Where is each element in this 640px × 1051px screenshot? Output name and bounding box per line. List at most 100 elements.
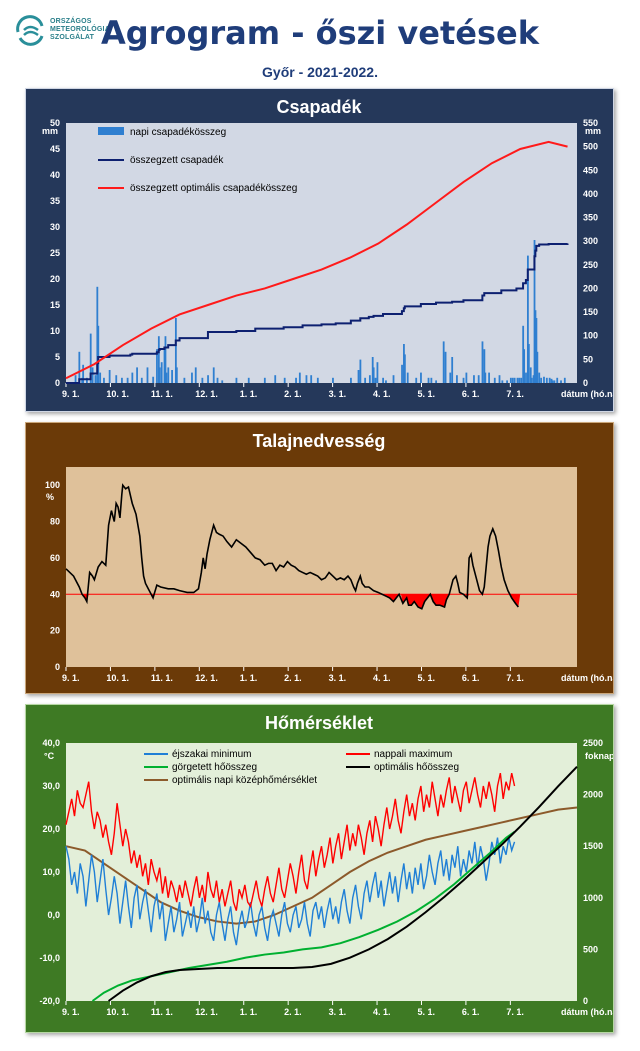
y-tick-label: 0 bbox=[55, 662, 60, 672]
legend-label-cumulative: összegzett csapadék bbox=[130, 155, 224, 166]
y-tick-label: 20,0 bbox=[42, 824, 60, 834]
temperature-chart: Hőmérséklet 9. 1. 10. 1. 11. 1. 12. 1. 1. 1. 2… bbox=[39, 713, 613, 1017]
x-tick-label: 2. 1. bbox=[284, 673, 302, 683]
rain-bar bbox=[550, 378, 553, 383]
y-axis-unit: % bbox=[46, 492, 54, 502]
rain-bar bbox=[191, 372, 193, 383]
x-tick-label: 1. 1. bbox=[240, 389, 258, 399]
x-axis-label: dátum (hó.nap) bbox=[561, 389, 613, 399]
y-tick-label: 35 bbox=[50, 196, 60, 206]
rain-bar bbox=[427, 377, 430, 383]
rain-bar bbox=[86, 377, 88, 383]
rain-bar bbox=[163, 346, 166, 383]
page-subtitle: Győr - 2021-2022. bbox=[262, 64, 378, 80]
x-tick-label: 6. 1. bbox=[462, 673, 480, 683]
y-tick-label: -20,0 bbox=[39, 996, 60, 1006]
rain-bar bbox=[374, 377, 377, 383]
x-tick-label: 3. 1. bbox=[329, 1007, 347, 1017]
x-tick-label: 3. 1. bbox=[329, 389, 347, 399]
rain-bar bbox=[115, 375, 118, 383]
rain-bar bbox=[511, 377, 514, 383]
x-tick-label: 5. 1. bbox=[417, 1007, 435, 1017]
x-tick-label: 6. 1. bbox=[462, 1007, 480, 1017]
y2-tick-label: 1000 bbox=[583, 893, 603, 903]
page-title: Agrogram - őszi vetések bbox=[101, 14, 539, 52]
y2-axis-unit: foknap bbox=[585, 751, 613, 761]
rain-bar bbox=[183, 377, 186, 383]
chart-title: Csapadék bbox=[276, 97, 362, 117]
rain-bar bbox=[74, 375, 77, 383]
rain-bar bbox=[158, 367, 161, 383]
rain-bar bbox=[543, 376, 545, 383]
legend-label-tmin-line: éjszakai minimum bbox=[172, 749, 251, 760]
rain-bar bbox=[108, 370, 111, 383]
rain-bar bbox=[509, 377, 512, 383]
rain-bar bbox=[526, 255, 529, 383]
rain-bar bbox=[126, 377, 129, 383]
precipitation-chart: Csapadék 9. 1. 10. 1. 11. 1. 12. 1. 1. 1. 2. 1… bbox=[42, 97, 613, 399]
y-tick-label: 30 bbox=[50, 222, 60, 232]
rain-bar bbox=[201, 377, 204, 383]
chart-title: Hőmérséklet bbox=[265, 713, 373, 733]
y-tick-label: 15 bbox=[50, 300, 60, 310]
rain-bar bbox=[556, 377, 559, 383]
rain-bar bbox=[430, 377, 433, 383]
rain-bar bbox=[103, 377, 105, 383]
rain-bar bbox=[171, 370, 173, 383]
plot-area bbox=[66, 123, 577, 383]
omsz-logo: ORSZÁGOS METEOROLÓGIAI SZOLGÁLAT bbox=[12, 14, 117, 54]
rain-bar bbox=[160, 362, 163, 383]
y-tick-label: 40 bbox=[50, 589, 60, 599]
rain-bar bbox=[91, 367, 94, 383]
y2-tick-label: 550 bbox=[583, 118, 598, 128]
legend-label-optimal-heat-sum-line: optimális hőösszeg bbox=[374, 762, 459, 773]
x-tick-label: 7. 1. bbox=[506, 673, 524, 683]
y2-tick-label: 500 bbox=[583, 944, 598, 954]
omsz-logo-icon bbox=[16, 15, 44, 46]
rain-bar bbox=[481, 341, 484, 383]
rain-bar bbox=[493, 377, 496, 383]
rain-bar bbox=[518, 377, 521, 383]
x-tick-label: 7. 1. bbox=[506, 389, 524, 399]
rain-bar bbox=[520, 377, 523, 383]
x-tick-label: 10. 1. bbox=[106, 673, 129, 683]
rain-bar bbox=[157, 336, 160, 383]
rain-bar bbox=[305, 375, 308, 383]
rain-bar bbox=[376, 362, 379, 383]
rain-bar bbox=[385, 380, 387, 383]
rain-bar bbox=[525, 372, 527, 383]
legend-label-daily: napi csapadékösszeg bbox=[130, 127, 226, 138]
y-tick-label: 50 bbox=[50, 118, 60, 128]
rain-bar bbox=[368, 375, 371, 383]
y2-tick-label: 2000 bbox=[583, 790, 603, 800]
rain-bar bbox=[247, 377, 250, 383]
rain-bar bbox=[295, 377, 297, 383]
temperature-panel: Hőmérséklet 9. 1. 10. 1. 11. 1. 12. 1. 1. 1. 2… bbox=[25, 704, 614, 1033]
logo-line-3: SZOLGÁLAT bbox=[50, 34, 95, 41]
rain-bar bbox=[415, 377, 418, 383]
x-tick-label: 6. 1. bbox=[462, 389, 480, 399]
rain-bar bbox=[449, 372, 452, 383]
legend-swatch-daily bbox=[98, 127, 124, 135]
rain-bar bbox=[462, 377, 465, 383]
x-axis-label: dátum (hó.nap) bbox=[561, 673, 613, 683]
y-tick-label: 30,0 bbox=[42, 781, 60, 791]
rain-bar bbox=[533, 240, 536, 383]
rain-bar bbox=[357, 370, 360, 383]
rain-bar bbox=[89, 333, 92, 383]
logo-line-1: ORSZÁGOS bbox=[50, 18, 92, 25]
rain-bar bbox=[516, 377, 519, 383]
rain-bar bbox=[527, 344, 530, 383]
x-tick-label: 11. 1. bbox=[151, 673, 173, 683]
y-tick-label: 60 bbox=[50, 553, 60, 563]
y-tick-label: 45 bbox=[50, 144, 60, 154]
rain-bar bbox=[136, 367, 138, 383]
rain-bar bbox=[553, 380, 556, 383]
rain-bar bbox=[501, 380, 504, 383]
x-tick-label: 3. 1. bbox=[329, 673, 347, 683]
y2-tick-label: 350 bbox=[583, 213, 598, 223]
rain-bar bbox=[451, 357, 454, 383]
y-tick-label: 20 bbox=[50, 274, 60, 284]
rain-bar bbox=[545, 377, 548, 383]
rain-bar bbox=[535, 318, 538, 383]
